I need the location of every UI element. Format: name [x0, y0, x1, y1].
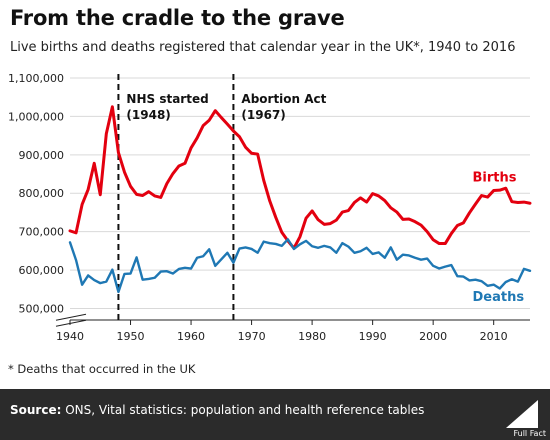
- y-tick-label: 1,100,000: [8, 72, 64, 85]
- logo-text: Full Fact: [513, 429, 546, 438]
- annotation-label: NHS started: [126, 92, 208, 106]
- series-labels: Births Deaths: [473, 171, 525, 305]
- x-tick-label: 1950: [117, 330, 145, 343]
- y-tick-label: 1,000,000: [8, 110, 64, 123]
- y-tick-label: 600,000: [19, 264, 65, 277]
- series-group: [68, 105, 532, 294]
- axis-break-line: [55, 319, 87, 327]
- footnote: * Deaths that occurred in the UK: [8, 362, 196, 376]
- annotation-label: Abortion Act: [241, 92, 326, 106]
- births-series-line: [68, 105, 532, 250]
- footer-bar: Source: ONS, Vital statistics: populatio…: [0, 389, 550, 440]
- x-tick-label: 2000: [419, 330, 447, 343]
- x-tick-label: 1940: [56, 330, 84, 343]
- deaths-series-line: [68, 238, 532, 294]
- x-tick-label: 1970: [238, 330, 266, 343]
- x-tick-label: 2010: [480, 330, 508, 343]
- annotations: NHS started (1948) Abortion Act (1967): [117, 74, 327, 320]
- y-tick-label: 500,000: [19, 302, 65, 315]
- y-axis: 500,000 600,000 700,000 800,000 900,000 1,000…: [8, 72, 87, 327]
- source-label: Source:: [10, 403, 62, 417]
- chart-title: From the cradle to the grave: [10, 6, 345, 30]
- x-tick-label: 1990: [359, 330, 387, 343]
- chart-subtitle: Live births and deaths registered that c…: [10, 40, 516, 55]
- deaths-series-label: Deaths: [473, 290, 525, 305]
- full-fact-logo-icon: [506, 400, 538, 428]
- y-tick-label: 800,000: [19, 187, 65, 200]
- y-tick-label: 900,000: [19, 149, 65, 162]
- axis-break-line: [55, 313, 87, 321]
- annotation-label: (1948): [126, 108, 170, 122]
- x-axis: 1940 1950 1960 1970 1980 1990 2000 2010: [56, 319, 530, 343]
- annotation-label: (1967): [241, 108, 285, 122]
- line-chart: 500,000 600,000 700,000 800,000 900,000 1,000…: [8, 72, 532, 343]
- source-line: Source: ONS, Vital statistics: populatio…: [10, 403, 424, 417]
- source-text: ONS, Vital statistics: population and he…: [65, 403, 425, 417]
- births-series-label: Births: [473, 171, 517, 186]
- y-tick-label: 700,000: [19, 226, 65, 239]
- x-tick-label: 1980: [298, 330, 326, 343]
- x-tick-label: 1960: [177, 330, 205, 343]
